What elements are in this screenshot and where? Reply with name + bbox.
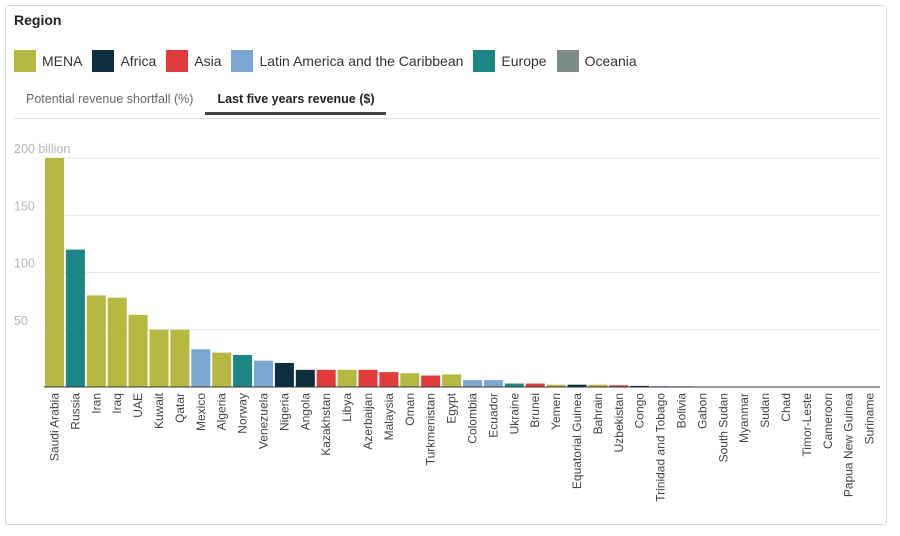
bar-yemen[interactable]	[546, 384, 566, 387]
x-tick-label: Venezuela	[257, 393, 271, 449]
y-tick-label: 150	[14, 199, 35, 213]
legend-swatch-mena	[14, 50, 36, 72]
x-tick-label: Egypt	[445, 392, 459, 423]
bar-algeria[interactable]	[212, 352, 232, 387]
x-tick-label: Malaysia	[382, 393, 396, 441]
legend-item-oceania[interactable]: Oceania	[556, 50, 637, 72]
x-tick-label: Gabon	[695, 393, 709, 429]
x-tick-label: Iran	[89, 393, 103, 414]
bar-kazakhstan[interactable]	[316, 369, 336, 387]
x-tick-label: Bahrain	[591, 393, 605, 434]
legend-label-mena: MENA	[42, 53, 83, 69]
x-tick-label: Ukraine	[507, 393, 521, 435]
legend-label-asia: Asia	[194, 53, 222, 69]
x-tick-label: UAE	[131, 393, 145, 418]
legend-swatch-africa	[92, 50, 115, 72]
legend-item-europe[interactable]: Europe	[473, 50, 547, 72]
legend-swatch-asia	[166, 50, 189, 72]
bar-nigeria[interactable]	[274, 362, 294, 387]
bar-azerbaijan[interactable]	[358, 369, 378, 387]
legend-item-africa[interactable]: Africa	[92, 50, 156, 72]
legend-swatch-europe	[473, 50, 496, 72]
x-tick-label: Bolivia	[675, 393, 689, 429]
x-tick-label: Congo	[633, 393, 647, 429]
x-tick-label: Cameroon	[821, 393, 835, 449]
x-tick-label: Libya	[340, 393, 354, 422]
chart-card	[5, 5, 887, 525]
bar-iran[interactable]	[86, 295, 106, 387]
bar-egypt[interactable]	[442, 374, 462, 387]
bar-colombia[interactable]	[463, 380, 482, 387]
bar-venezuela[interactable]	[254, 360, 273, 387]
bar-kuwait[interactable]	[149, 329, 169, 387]
bar-uae[interactable]	[128, 314, 148, 387]
bar-bahrain[interactable]	[588, 384, 608, 387]
x-tick-label: Suriname	[863, 393, 877, 445]
x-tick-label: Equatorial Guinea	[570, 393, 584, 489]
x-tick-label: Yemen	[549, 393, 563, 430]
legend-label-africa: Africa	[120, 53, 157, 69]
x-tick-label: Russia	[68, 393, 82, 430]
x-tick-label: Azerbaijan	[361, 393, 375, 450]
bar-qatar[interactable]	[170, 329, 190, 387]
legend-swatch-oceania	[556, 50, 579, 72]
legend-swatch-latin-america	[231, 50, 254, 72]
legend-label-europe: Europe	[501, 53, 547, 69]
x-tick-label: Brunei	[528, 393, 542, 428]
y-tick-label: 50	[14, 314, 28, 328]
tab-last-five-years-revenue[interactable]: Last five years revenue ($)	[205, 90, 387, 115]
legend-item-mena[interactable]: MENA	[14, 50, 82, 72]
tab-divider	[14, 118, 880, 119]
bar-mexico[interactable]	[191, 349, 211, 387]
legend-label-oceania: Oceania	[584, 53, 637, 69]
legend-label-latin-america: Latin America and the Caribbean	[259, 53, 464, 69]
legend-item-latin-america[interactable]: Latin America and the Caribbean	[231, 50, 463, 72]
x-tick-label: Trinidad and Tobago	[654, 393, 668, 502]
bar-ukraine[interactable]	[504, 383, 524, 387]
bar-malaysia[interactable]	[379, 372, 399, 387]
x-tick-label: Turkmenistan	[424, 393, 438, 465]
x-tick-label: Oman	[403, 393, 417, 426]
bar-saudi-arabia[interactable]	[45, 158, 64, 387]
x-tick-label: Qatar	[173, 393, 187, 423]
bar-iraq[interactable]	[107, 297, 127, 387]
bar-uzbekistan[interactable]	[609, 385, 629, 387]
x-tick-label: Saudi Arabia	[48, 393, 62, 461]
metric-tabs: Potential revenue shortfall (%) Last fiv…	[14, 90, 387, 115]
legend-item-asia[interactable]: Asia	[166, 50, 221, 72]
x-tick-label: Papua New Guinea	[842, 393, 856, 497]
bar-equatorial-guinea[interactable]	[567, 384, 587, 387]
bar-brunei[interactable]	[525, 383, 545, 387]
bar-russia[interactable]	[65, 249, 85, 387]
x-tick-label: Angola	[298, 393, 312, 431]
region-legend: MENA Africa Asia Latin America and the C…	[14, 50, 647, 72]
x-tick-label: Nigeria	[277, 393, 291, 431]
bar-ecuador[interactable]	[483, 380, 503, 387]
x-tick-label: Kuwait	[152, 392, 166, 429]
x-tick-label: Sudan	[758, 393, 772, 428]
x-tick-label: South Sudan	[716, 393, 730, 462]
y-tick-label: 200 billion	[14, 142, 70, 156]
x-tick-label: Chad	[779, 393, 793, 422]
y-tick-label: 100	[14, 257, 35, 271]
bar-norway[interactable]	[233, 354, 253, 387]
x-tick-label: Uzbekistan	[612, 393, 626, 452]
x-tick-label: Norway	[236, 393, 250, 434]
bar-oman[interactable]	[400, 373, 420, 387]
bar-congo[interactable]	[630, 385, 650, 387]
x-tick-label: Kazakhstan	[319, 393, 333, 456]
region-title: Region	[14, 12, 62, 28]
x-tick-label: Colombia	[466, 393, 480, 444]
bar-turkmenistan[interactable]	[421, 375, 441, 387]
bar-angola[interactable]	[295, 369, 315, 387]
x-tick-label: Iraq	[110, 393, 124, 414]
x-tick-label: Timor-Leste	[800, 393, 814, 457]
x-tick-label: Algeria	[215, 393, 229, 431]
x-tick-label: Ecuador	[486, 393, 500, 438]
bar-libya[interactable]	[337, 369, 357, 387]
tab-potential-revenue-shortfall[interactable]: Potential revenue shortfall (%)	[26, 92, 194, 106]
x-tick-label: Mexico	[194, 393, 208, 431]
x-tick-label: Myanmar	[737, 393, 751, 443]
